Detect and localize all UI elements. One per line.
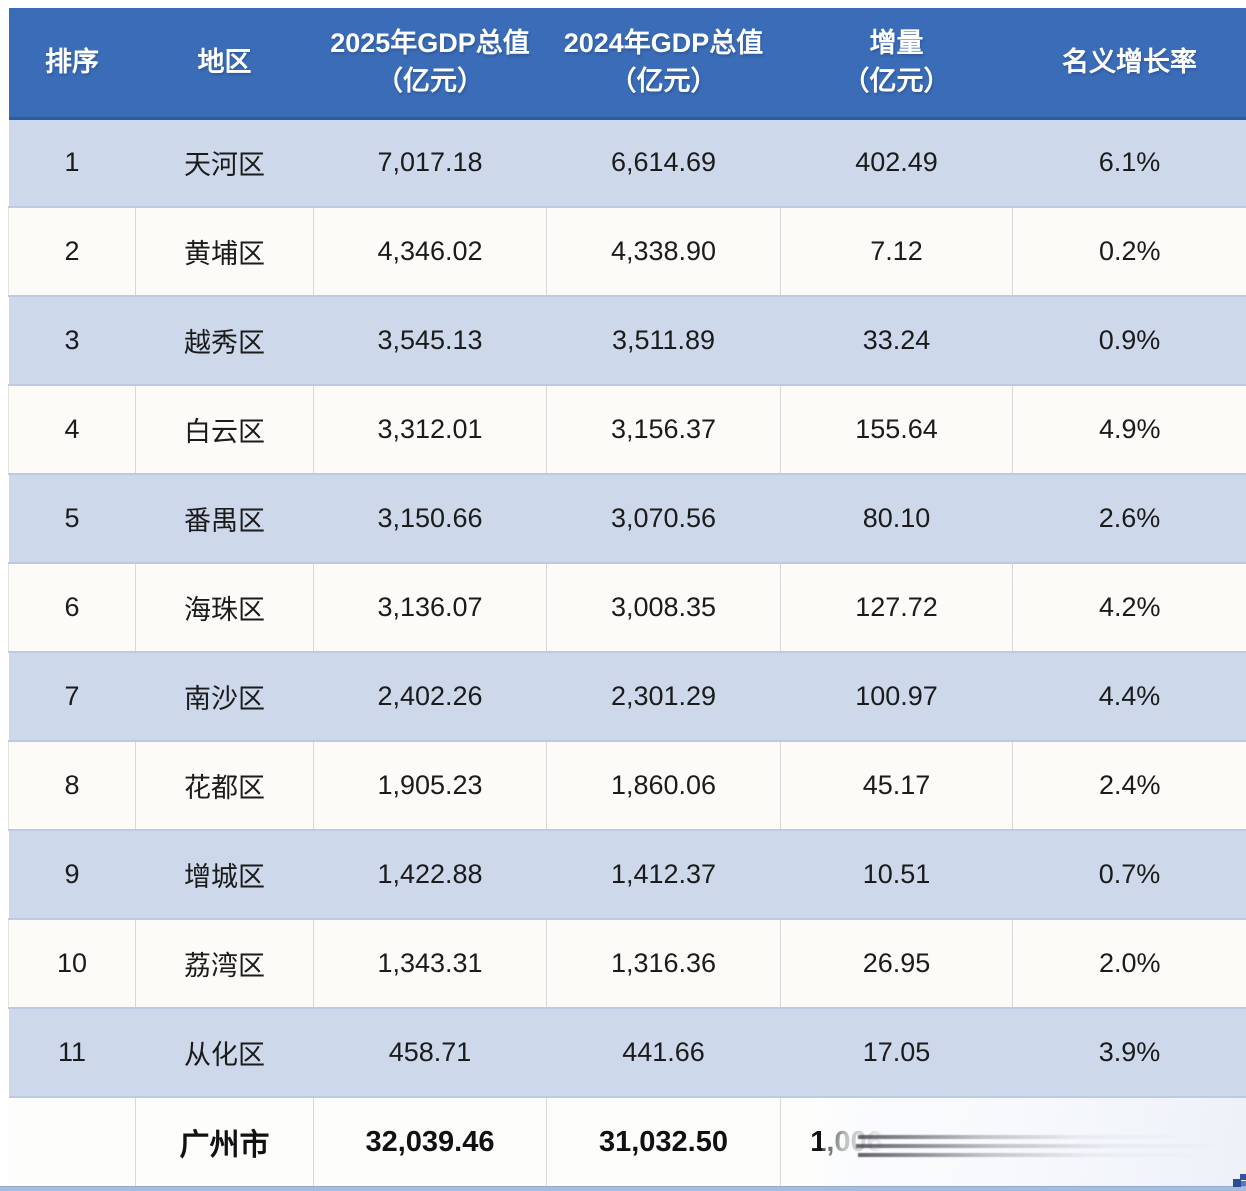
region-cell: 从化区 (135, 1007, 314, 1098)
delta-cell: 402.49 (780, 117, 1013, 208)
gdp2025-cell: 32,039.46 (313, 1096, 547, 1186)
region-cell: 黄埔区 (135, 207, 314, 296)
delta-cell: 45.17 (780, 741, 1013, 830)
rank-cell: 2 (8, 207, 136, 296)
gdp2024-cell: 6,614.69 (546, 117, 781, 208)
gdp2025-cell: 1,422.88 (313, 829, 547, 920)
rank-cell (8, 1096, 136, 1186)
growth-cell: 4.2% (1012, 563, 1246, 652)
delta-cell: 26.95 (780, 919, 1013, 1008)
gdp2024-cell: 3,008.35 (546, 563, 781, 652)
table-row: 10 荔湾区 1,343.31 1,316.36 26.95 2.0% (8, 919, 1246, 1008)
smudge-streak (858, 1135, 1188, 1139)
rank-cell: 9 (8, 829, 136, 920)
table-row: 2 黄埔区 4,346.02 4,338.90 7.12 0.2% (8, 207, 1246, 296)
gdp2025-cell: 3,136.07 (313, 563, 547, 652)
gdp2025-cell: 3,312.01 (313, 385, 547, 474)
smudge-streak (856, 1144, 1228, 1148)
gdp2025-cell: 4,346.02 (313, 207, 547, 296)
growth-cell: 2.0% (1012, 919, 1246, 1008)
growth-cell: 3.9% (1012, 1007, 1246, 1098)
rank-cell: 1 (8, 117, 136, 208)
header-cell-gdp2025: 2025年GDP总值 （亿元） (313, 8, 547, 120)
rank-cell: 11 (8, 1007, 136, 1098)
table-row: 11 从化区 458.71 441.66 17.05 3.9% (8, 1007, 1246, 1098)
gdp2024-cell: 1,412.37 (546, 829, 781, 920)
rank-cell: 6 (8, 563, 136, 652)
white-smudge-overlay (822, 1098, 1246, 1186)
region-cell: 越秀区 (135, 295, 314, 386)
growth-cell: 0.9% (1012, 295, 1246, 386)
gdp2024-cell: 2,301.29 (546, 651, 781, 742)
gdp2025-cell: 1,343.31 (313, 919, 547, 1008)
gdp2025-cell: 2,402.26 (313, 651, 547, 742)
gdp2024-cell: 3,156.37 (546, 385, 781, 474)
gdp2024-cell: 3,511.89 (546, 295, 781, 386)
delta-cell: 127.72 (780, 563, 1013, 652)
header-row: 排序 地区 2025年GDP总值 （亿元） 2024年GDP总值 （亿元） 增量 （亿… (8, 8, 1246, 120)
growth-cell: 0.7% (1012, 829, 1246, 920)
region-cell: 广州市 (135, 1096, 314, 1186)
delta-cell: 155.64 (780, 385, 1013, 474)
header-cell-delta: 增量 （亿元） (780, 8, 1013, 120)
header-cell-region: 地区 (135, 8, 314, 120)
rank-cell: 7 (8, 651, 136, 742)
growth-cell: 0.2% (1012, 207, 1246, 296)
region-cell: 增城区 (135, 829, 314, 920)
delta-cell: 7.12 (780, 207, 1013, 296)
gdp2025-cell: 3,545.13 (313, 295, 547, 386)
table-row: 3 越秀区 3,545.13 3,511.89 33.24 0.9% (8, 295, 1246, 386)
table-row: 7 南沙区 2,402.26 2,301.29 100.97 4.4% (8, 651, 1246, 742)
region-cell: 天河区 (135, 117, 314, 208)
table-row: 1 天河区 7,017.18 6,614.69 402.49 6.1% (8, 117, 1246, 208)
rank-cell: 4 (8, 385, 136, 474)
fill-handle-icon[interactable] (1230, 1172, 1246, 1188)
smudge-streak (858, 1153, 1198, 1157)
table-bottom-border (0, 1186, 1246, 1191)
gdp2025-cell: 458.71 (313, 1007, 547, 1098)
region-cell: 白云区 (135, 385, 314, 474)
region-cell: 花都区 (135, 741, 314, 830)
delta-cell: 10.51 (780, 829, 1013, 920)
growth-cell: 6.1% (1012, 117, 1246, 208)
table-row: 9 增城区 1,422.88 1,412.37 10.51 0.7% (8, 829, 1246, 920)
table-row: 4 白云区 3,312.01 3,156.37 155.64 4.9% (8, 385, 1246, 474)
growth-cell: 2.6% (1012, 473, 1246, 564)
gdp2025-cell: 7,017.18 (313, 117, 547, 208)
gdp-ranking-table: 排序 地区 2025年GDP总值 （亿元） 2024年GDP总值 （亿元） 增量 （亿… (8, 8, 1246, 1186)
delta-cell: 17.05 (780, 1007, 1013, 1098)
gdp2024-cell: 3,070.56 (546, 473, 781, 564)
region-cell: 荔湾区 (135, 919, 314, 1008)
region-cell: 南沙区 (135, 651, 314, 742)
header-cell-rank: 排序 (8, 8, 136, 120)
table-row: 5 番禺区 3,150.66 3,070.56 80.10 2.6% (8, 473, 1246, 564)
growth-cell: 2.4% (1012, 741, 1246, 830)
region-cell: 海珠区 (135, 563, 314, 652)
delta-cell: 80.10 (780, 473, 1013, 564)
header-cell-gdp2024: 2024年GDP总值 （亿元） (546, 8, 781, 120)
gdp2024-cell: 441.66 (546, 1007, 781, 1098)
rank-cell: 8 (8, 741, 136, 830)
rank-cell: 3 (8, 295, 136, 386)
gdp2024-cell: 4,338.90 (546, 207, 781, 296)
growth-cell: 4.9% (1012, 385, 1246, 474)
header-cell-growth: 名义增长率 (1012, 8, 1246, 120)
gdp2025-cell: 1,905.23 (313, 741, 547, 830)
rank-cell: 5 (8, 473, 136, 564)
gdp2024-cell: 1,316.36 (546, 919, 781, 1008)
growth-cell: 4.4% (1012, 651, 1246, 742)
gdp2024-cell: 31,032.50 (546, 1096, 781, 1186)
rank-cell: 10 (8, 919, 136, 1008)
gdp2024-cell: 1,860.06 (546, 741, 781, 830)
region-cell: 番禺区 (135, 473, 314, 564)
table-row: 8 花都区 1,905.23 1,860.06 45.17 2.4% (8, 741, 1246, 830)
delta-cell: 100.97 (780, 651, 1013, 742)
table-row: 6 海珠区 3,136.07 3,008.35 127.72 4.2% (8, 563, 1246, 652)
delta-cell: 33.24 (780, 295, 1013, 386)
gdp2025-cell: 3,150.66 (313, 473, 547, 564)
